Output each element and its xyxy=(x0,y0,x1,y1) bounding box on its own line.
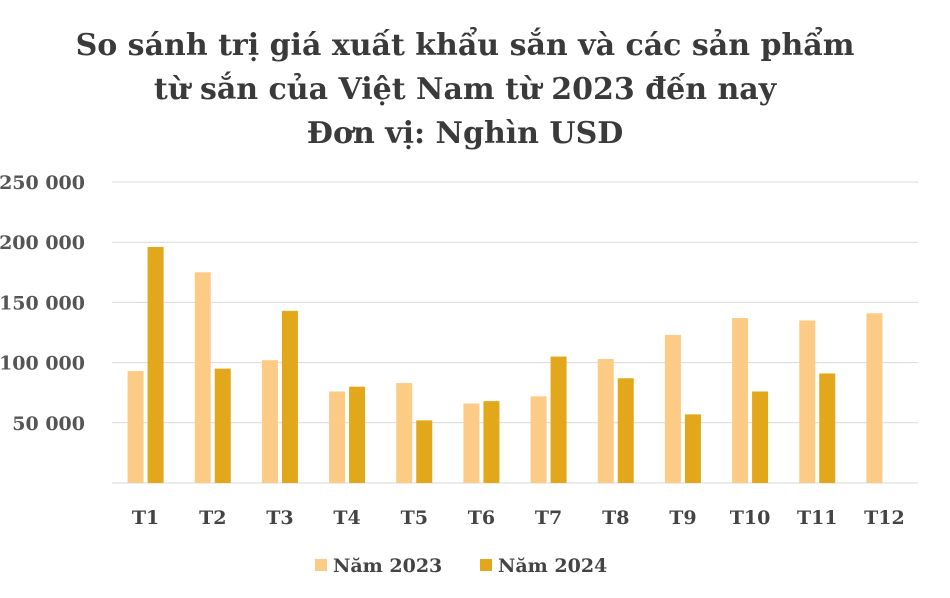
bar-nam-2023-t5 xyxy=(396,383,413,483)
x-tick-label: T8 xyxy=(602,507,629,529)
y-tick-label: 50 000 xyxy=(12,413,85,435)
x-tick-label: T6 xyxy=(468,507,495,529)
bar-nam-2024-t11 xyxy=(819,373,836,483)
bars xyxy=(127,247,883,483)
legend-swatch xyxy=(480,559,492,571)
chart-title: So sánh trị giá xuất khẩu sắn và các sản… xyxy=(0,24,930,156)
y-tick-label: 250 000 xyxy=(0,172,85,194)
bar-nam-2024-t3 xyxy=(281,310,298,483)
bar-nam-2023-t7 xyxy=(530,396,547,483)
bar-nam-2024-t6 xyxy=(483,401,500,483)
bar-nam-2024-t9 xyxy=(684,414,701,483)
bar-nam-2023-t12 xyxy=(866,313,883,483)
chart-title-line-3: Đơn vị: Nghìn USD xyxy=(306,116,624,151)
x-tick-label: T2 xyxy=(199,507,226,529)
bar-nam-2023-t6 xyxy=(463,403,480,483)
bar-nam-2024-t4 xyxy=(349,386,366,483)
bar-nam-2024-t10 xyxy=(752,391,769,483)
x-tick-label: T12 xyxy=(864,507,905,529)
bar-nam-2023-t9 xyxy=(664,334,681,483)
x-tick-label: T3 xyxy=(266,507,293,529)
bar-nam-2023-t4 xyxy=(329,391,346,483)
y-axis: 50 000 100 000 150 000 200 000 250 000 xyxy=(0,172,85,435)
legend-label: Năm 2023 xyxy=(333,555,442,577)
x-tick-label: T5 xyxy=(401,507,428,529)
x-tick-label: T7 xyxy=(535,507,562,529)
y-tick-label: 100 000 xyxy=(0,353,85,375)
x-tick-label: T10 xyxy=(730,507,771,529)
x-tick-label: T4 xyxy=(333,507,360,529)
x-axis: T1 T2 T3 T4 T5 T6 T7 T8 T9 T10 T11 T12 xyxy=(132,507,905,529)
bar-nam-2024-t2 xyxy=(214,368,231,483)
bar-nam-2023-t1 xyxy=(127,371,144,483)
legend: Năm 2023 Năm 2024 xyxy=(315,555,607,577)
bar-nam-2023-t10 xyxy=(732,318,749,483)
bar-nam-2023-t8 xyxy=(597,358,614,483)
legend-swatch xyxy=(315,559,327,571)
bar-nam-2023-t2 xyxy=(194,272,211,483)
bar-nam-2024-t7 xyxy=(550,356,567,483)
chart-title-line-2: từ sắn của Việt Nam từ 2023 đến nay xyxy=(153,72,777,107)
bar-nam-2024-t1 xyxy=(147,247,164,483)
bar-nam-2024-t5 xyxy=(416,420,433,483)
x-tick-label: T9 xyxy=(669,507,696,529)
legend-label: Năm 2024 xyxy=(498,555,607,577)
x-tick-label: T1 xyxy=(132,507,159,529)
y-tick-label: 200 000 xyxy=(0,232,85,254)
chart-title-line-1: So sánh trị giá xuất khẩu sắn và các sản… xyxy=(75,28,855,63)
x-tick-label: T11 xyxy=(797,507,838,529)
gridlines xyxy=(112,181,918,484)
bar-nam-2024-t8 xyxy=(617,378,634,483)
bar-nam-2023-t3 xyxy=(261,360,278,483)
bar-nam-2023-t11 xyxy=(799,320,816,483)
y-tick-label: 150 000 xyxy=(0,292,85,314)
